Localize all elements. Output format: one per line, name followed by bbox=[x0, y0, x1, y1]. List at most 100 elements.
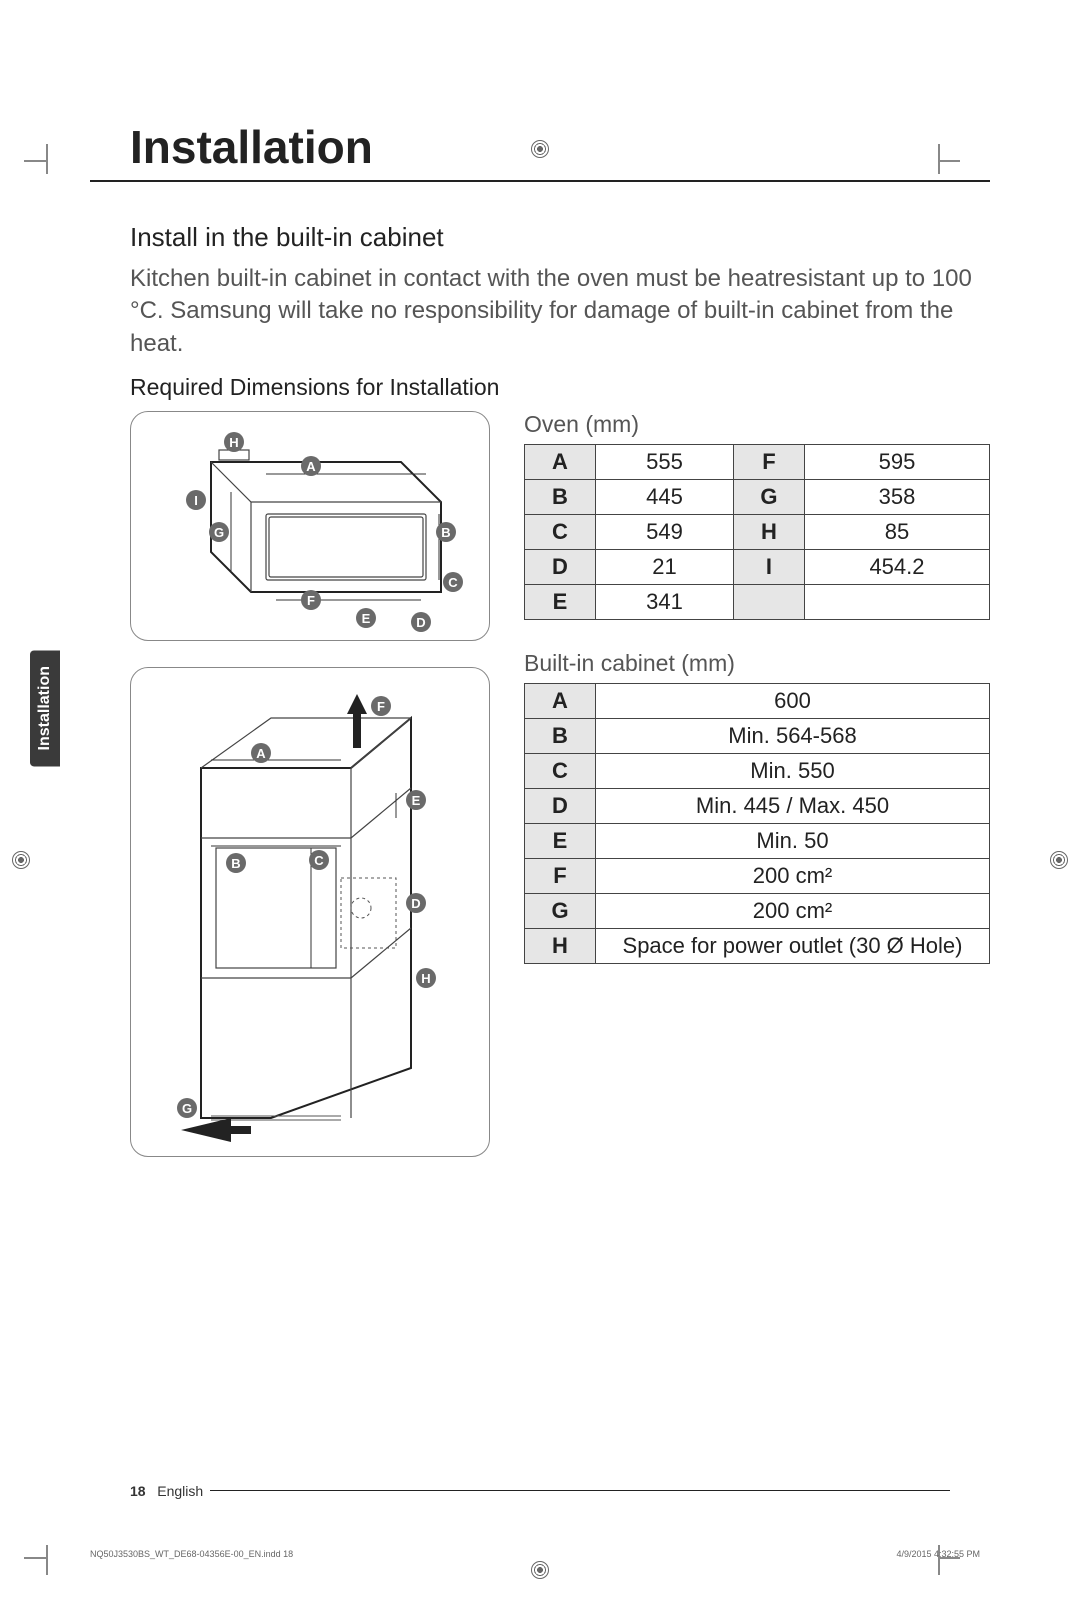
svg-text:D: D bbox=[411, 896, 420, 911]
dim-label-E: E bbox=[406, 790, 426, 810]
dim-label-H: H bbox=[416, 968, 436, 988]
table-row: CMin. 550 bbox=[525, 754, 990, 789]
table-value: 358 bbox=[804, 480, 989, 515]
dim-label-A: A bbox=[301, 456, 321, 476]
table-key: B bbox=[525, 480, 596, 515]
dim-label-D: D bbox=[411, 612, 431, 632]
dim-label-B: B bbox=[436, 522, 456, 542]
table-key: F bbox=[525, 859, 596, 894]
table-value: 85 bbox=[804, 515, 989, 550]
oven-diagram: H A I G B C F E D bbox=[130, 411, 490, 641]
table-value: 341 bbox=[596, 585, 734, 620]
registration-mark-icon bbox=[12, 851, 30, 869]
table-row: A555F595 bbox=[525, 445, 990, 480]
table-row: E341 bbox=[525, 585, 990, 620]
svg-text:G: G bbox=[182, 1101, 192, 1116]
table-key: B bbox=[525, 719, 596, 754]
table-value: 200 cm² bbox=[596, 894, 990, 929]
svg-text:A: A bbox=[306, 459, 316, 474]
tables-column: Oven (mm) A555F595B445G358C549H85D21I454… bbox=[524, 411, 990, 1183]
table-key: E bbox=[525, 824, 596, 859]
content-columns: H A I G B C F E D bbox=[130, 411, 990, 1183]
side-tab-label: Installation bbox=[30, 650, 60, 766]
dim-label-A: A bbox=[251, 743, 271, 763]
table-value: Space for power outlet (30 Ø Hole) bbox=[596, 929, 990, 964]
dim-label-C: C bbox=[309, 850, 329, 870]
svg-text:H: H bbox=[421, 971, 430, 986]
table-key: E bbox=[525, 585, 596, 620]
dim-label-C: C bbox=[443, 572, 463, 592]
table-row: C549H85 bbox=[525, 515, 990, 550]
table-row: HSpace for power outlet (30 Ø Hole) bbox=[525, 929, 990, 964]
svg-text:E: E bbox=[362, 611, 371, 626]
table-row: DMin. 445 / Max. 450 bbox=[525, 789, 990, 824]
table-key: D bbox=[525, 550, 596, 585]
table-key: H bbox=[525, 929, 596, 964]
table-key: F bbox=[733, 445, 804, 480]
dim-label-G: G bbox=[177, 1098, 197, 1118]
intro-text: Kitchen built-in cabinet in contact with… bbox=[130, 263, 990, 360]
svg-text:B: B bbox=[231, 856, 240, 871]
table-key bbox=[733, 585, 804, 620]
table-key: G bbox=[525, 894, 596, 929]
table-value: 595 bbox=[804, 445, 989, 480]
svg-text:F: F bbox=[377, 699, 385, 714]
diagrams-column: H A I G B C F E D bbox=[130, 411, 500, 1183]
dim-label-F: F bbox=[301, 590, 321, 610]
cabinet-diagram: A B C D E F G H bbox=[130, 667, 490, 1157]
dim-label-G: G bbox=[209, 522, 229, 542]
svg-text:C: C bbox=[448, 575, 458, 590]
table-row: BMin. 564-568 bbox=[525, 719, 990, 754]
table-value: 600 bbox=[596, 684, 990, 719]
table-value: 549 bbox=[596, 515, 734, 550]
imprint-left: NQ50J3530BS_WT_DE68-04356E-00_EN.indd 18 bbox=[90, 1549, 293, 1559]
dim-label-B: B bbox=[226, 853, 246, 873]
table-key: D bbox=[525, 789, 596, 824]
cabinet-table: A600BMin. 564-568CMin. 550DMin. 445 / Ma… bbox=[524, 683, 990, 964]
table-row: F200 cm² bbox=[525, 859, 990, 894]
table-value: Min. 564-568 bbox=[596, 719, 990, 754]
dimensions-heading: Required Dimensions for Installation bbox=[130, 374, 990, 401]
svg-text:H: H bbox=[229, 435, 238, 450]
svg-text:I: I bbox=[194, 493, 198, 508]
registration-mark-icon bbox=[531, 1561, 549, 1579]
table-value: 555 bbox=[596, 445, 734, 480]
crop-mark bbox=[46, 1545, 48, 1575]
table-row: EMin. 50 bbox=[525, 824, 990, 859]
crop-mark bbox=[24, 1557, 46, 1559]
oven-table: A555F595B445G358C549H85D21I454.2E341 bbox=[524, 444, 990, 620]
table-key: A bbox=[525, 445, 596, 480]
crop-mark bbox=[938, 144, 940, 174]
page: Installation Installation Install in the… bbox=[0, 120, 1080, 1599]
table-key: C bbox=[525, 515, 596, 550]
title-rule bbox=[90, 180, 990, 182]
crop-mark bbox=[46, 144, 48, 174]
cabinet-diagram-svg: A B C D E F G H bbox=[141, 678, 481, 1148]
table-row: B445G358 bbox=[525, 480, 990, 515]
svg-text:F: F bbox=[307, 593, 315, 608]
svg-text:B: B bbox=[441, 525, 450, 540]
section-heading: Install in the built-in cabinet bbox=[130, 222, 990, 253]
table-key: G bbox=[733, 480, 804, 515]
footer-rule bbox=[210, 1490, 950, 1491]
oven-diagram-svg: H A I G B C F E D bbox=[141, 422, 481, 632]
table-value: Min. 550 bbox=[596, 754, 990, 789]
table-row: D21I454.2 bbox=[525, 550, 990, 585]
table-value bbox=[804, 585, 989, 620]
svg-text:C: C bbox=[314, 853, 324, 868]
table-key: C bbox=[525, 754, 596, 789]
table-row: A600 bbox=[525, 684, 990, 719]
cabinet-table-caption: Built-in cabinet (mm) bbox=[524, 650, 990, 677]
table-value: 200 cm² bbox=[596, 859, 990, 894]
table-value: 21 bbox=[596, 550, 734, 585]
svg-text:A: A bbox=[256, 746, 266, 761]
dim-label-F: F bbox=[371, 696, 391, 716]
dim-label-D: D bbox=[406, 893, 426, 913]
dim-label-H: H bbox=[224, 432, 244, 452]
registration-mark-icon bbox=[531, 140, 549, 158]
table-key: I bbox=[733, 550, 804, 585]
table-value: 454.2 bbox=[804, 550, 989, 585]
footer-page-num: 18 bbox=[130, 1483, 146, 1499]
footer-lang: English bbox=[157, 1483, 203, 1499]
table-value: Min. 50 bbox=[596, 824, 990, 859]
